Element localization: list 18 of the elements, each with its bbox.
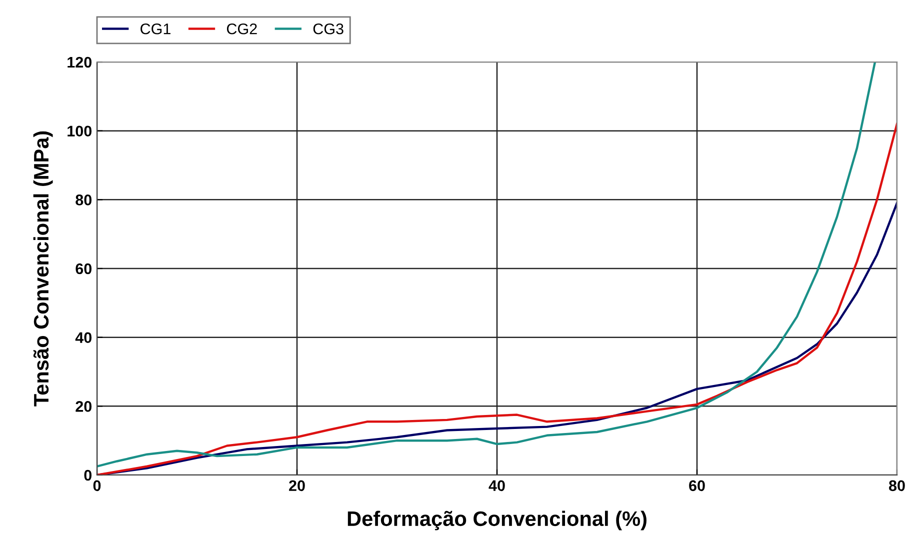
legend-label: CG3 — [313, 23, 344, 34]
y-tick-label: 80 — [76, 194, 92, 206]
legend-label: CG1 — [140, 23, 170, 34]
x-tick-label: 60 — [689, 480, 705, 492]
y-axis-title: Tensão Convencional (MPa) — [33, 131, 53, 406]
y-tick-label: 20 — [76, 401, 92, 412]
y-tick-label: 120 — [68, 56, 92, 68]
y-tick-label: 40 — [75, 332, 92, 344]
legend-label: CG2 — [226, 23, 257, 34]
x-axis-title: Deformação Convencional (%) — [348, 510, 646, 530]
line-series — [97, 62, 876, 468]
x-tick-label: 40 — [488, 480, 505, 492]
y-tick-label: 100 — [68, 126, 92, 137]
y-tick-label: 0 — [84, 470, 92, 481]
x-tick-label: 20 — [289, 480, 305, 492]
x-tick-label: 0 — [93, 480, 101, 492]
y-tick-label: 60 — [76, 263, 92, 274]
x-tick-label: 80 — [888, 480, 905, 492]
